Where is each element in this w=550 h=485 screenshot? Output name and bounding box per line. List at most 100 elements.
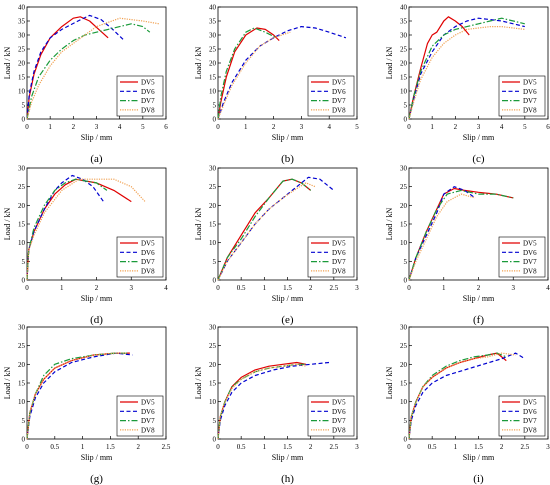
y-tick-label: 5 (213, 102, 217, 110)
x-axis-label: Slip / mm (81, 453, 113, 462)
x-tick-label: 0 (407, 443, 411, 451)
y-tick-label: 5 (404, 417, 408, 425)
x-tick-label: 0 (216, 443, 220, 451)
y-tick-label: 20 (209, 60, 217, 68)
legend-label-dv5: DV5 (141, 399, 155, 407)
legend-box (498, 75, 546, 117)
series-line-dv6 (26, 14, 125, 120)
series-line-dv7 (408, 189, 514, 281)
x-tick-label: 2 (272, 123, 276, 131)
chart-panel-5: 0 5 10 15 20 25 30 0 0.5 1 1.5 2 2.5 3 Slip / mm Load /… (194, 165, 359, 327)
y-tick-label: 20 (18, 202, 26, 210)
legend-label-dv8: DV8 (332, 268, 346, 276)
series-line-dv7 (26, 352, 128, 440)
y-tick-label: 25 (209, 342, 217, 350)
legend-label-dv5: DV5 (141, 79, 155, 87)
y-tick-label: 10 (209, 88, 217, 96)
x-tick-label: 1 (48, 123, 52, 131)
series-line-dv7 (26, 23, 151, 120)
y-axis-label: Load / kN (3, 208, 12, 241)
y-tick-label: 10 (209, 239, 217, 247)
x-tick-label: 0.5 (237, 443, 246, 451)
x-tick-label: 5 (523, 123, 527, 131)
x-axis-label: Slip / mm (81, 294, 113, 303)
x-tick-label: 3 (512, 284, 516, 292)
chart-panel-3: 0 5 10 15 20 25 30 35 40 0 1 2 3 4 5 6 Slip / mm Load / k… (385, 4, 550, 166)
series-line-dv8 (26, 17, 160, 120)
x-tick-label: 3 (546, 443, 550, 451)
y-tick-label: 0 (404, 436, 408, 444)
legend-box (307, 395, 355, 437)
y-tick-label: 0 (213, 116, 217, 124)
y-tick-label: 15 (18, 221, 26, 229)
series-line-dv5 (408, 16, 470, 120)
x-tick-label: 2.5 (329, 284, 338, 292)
x-tick-label: 3 (130, 284, 134, 292)
series-line-dv7 (408, 17, 525, 120)
x-tick-label: 2 (309, 443, 313, 451)
series-line-dv6 (408, 17, 525, 120)
y-tick-label: 20 (400, 60, 408, 68)
x-axis-label: Slip / mm (272, 453, 304, 462)
legend-label-dv7: DV7 (332, 258, 346, 266)
legend-label-dv6: DV6 (332, 408, 346, 416)
panel-label: (c) (472, 153, 485, 165)
panel-label: (f) (473, 314, 484, 326)
y-tick-label: 0 (404, 116, 408, 124)
legend-box (498, 236, 546, 278)
x-tick-label: 1 (244, 123, 248, 131)
y-tick-label: 25 (209, 46, 217, 54)
x-tick-label: 5 (141, 123, 145, 131)
y-tick-label: 40 (400, 4, 408, 12)
legend-label-dv5: DV5 (332, 240, 346, 248)
x-tick-label: 0 (25, 123, 29, 131)
x-tick-label: 5 (355, 123, 359, 131)
y-tick-label: 25 (209, 183, 217, 191)
y-tick-label: 20 (18, 60, 26, 68)
y-tick-label: 5 (22, 258, 26, 266)
panel-label: (a) (90, 153, 103, 165)
legend-label-dv6: DV6 (141, 88, 155, 96)
y-tick-label: 35 (209, 18, 217, 26)
x-axis-label: Slip / mm (272, 294, 304, 303)
y-tick-label: 5 (404, 102, 408, 110)
panel-label: (e) (281, 314, 294, 326)
legend-label-dv5: DV5 (332, 399, 346, 407)
legend-label-dv7: DV7 (141, 258, 155, 266)
x-tick-label: 1.5 (283, 284, 292, 292)
y-tick-label: 30 (400, 324, 408, 332)
x-tick-label: 3 (477, 123, 481, 131)
legend-label-dv5: DV5 (523, 79, 537, 87)
x-tick-label: 0.5 (428, 443, 437, 451)
x-tick-label: 2.5 (329, 443, 338, 451)
chart-panel-2: 0 5 10 15 20 25 30 35 40 0 1 2 3 4 5 Slip / mm Load / kN… (194, 4, 359, 166)
legend-label-dv6: DV6 (141, 249, 155, 257)
legend-label-dv7: DV7 (332, 417, 346, 425)
y-tick-label: 25 (18, 342, 26, 350)
y-tick-label: 30 (209, 324, 217, 332)
y-tick-label: 20 (400, 202, 408, 210)
legend-box (307, 236, 355, 278)
chart-panel-7: 0 5 10 15 20 25 30 0 0.5 1 1.5 2 2.5 Slip / mm Load / … (3, 324, 171, 485)
legend-label-dv6: DV6 (523, 408, 537, 416)
series-line-dv8 (217, 363, 307, 440)
y-tick-label: 15 (209, 74, 217, 82)
x-tick-label: 1 (263, 443, 267, 451)
x-tick-label: 3 (355, 284, 359, 292)
series-line-dv5 (217, 178, 312, 281)
y-axis-label: Load / kN (3, 47, 12, 80)
y-tick-label: 5 (213, 258, 217, 266)
series-line-dv7 (217, 178, 312, 281)
series-line-dv5 (217, 27, 280, 120)
x-tick-label: 0 (407, 123, 411, 131)
y-axis-label: Load / kN (194, 208, 203, 241)
y-tick-label: 5 (213, 417, 217, 425)
x-axis-label: Slip / mm (272, 133, 304, 142)
y-tick-label: 0 (404, 277, 408, 285)
